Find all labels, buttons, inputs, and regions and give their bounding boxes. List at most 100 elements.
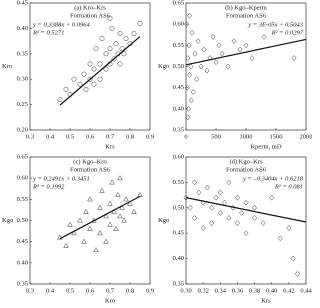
x-tick-label: 0.9 <box>146 133 154 140</box>
trend-line <box>59 36 141 106</box>
point <box>83 209 89 214</box>
point <box>123 196 129 202</box>
point <box>109 25 115 31</box>
y-axis-label: Kro <box>2 63 12 70</box>
point <box>190 89 196 95</box>
point <box>216 42 222 49</box>
point <box>127 200 133 206</box>
y-axis-label: Kgo <box>158 217 169 224</box>
y-tick-label: 0.50 <box>173 204 184 211</box>
point <box>107 200 113 206</box>
y-tick-label: 0.55 <box>173 179 184 186</box>
point <box>123 36 129 42</box>
x-tick-label: 0.30 <box>180 287 191 294</box>
point <box>185 114 191 121</box>
point <box>188 63 194 70</box>
point <box>188 97 194 104</box>
point <box>217 210 223 216</box>
point <box>109 179 115 185</box>
point <box>213 59 219 66</box>
point <box>269 194 275 201</box>
point <box>184 21 190 28</box>
x-tick-label: 0.7 <box>106 133 115 140</box>
panel-subtitle: Formation AS6 <box>70 166 111 173</box>
point <box>77 81 83 87</box>
y-tick-label: 0.40 <box>17 25 28 32</box>
point <box>219 50 225 57</box>
point <box>107 15 113 21</box>
point <box>252 204 258 211</box>
point <box>243 199 249 206</box>
point <box>198 63 204 70</box>
point <box>260 220 266 226</box>
y-tick-label: 0.60 <box>173 153 184 160</box>
point <box>185 55 191 61</box>
point <box>117 31 123 36</box>
point <box>119 204 125 210</box>
y-tick-label: 0.50 <box>17 217 28 224</box>
point <box>189 29 195 36</box>
point <box>226 179 232 186</box>
point <box>286 225 292 231</box>
x-tick-label: 0 <box>184 133 187 140</box>
trend-line <box>185 38 307 66</box>
x-tick-label: 0.42 <box>283 287 294 294</box>
point <box>91 66 97 72</box>
y-tick-label: 0.35 <box>173 280 184 287</box>
x-tick-label: 0.4 <box>46 133 55 140</box>
annotation: R² = 0.5271 <box>32 29 64 36</box>
point <box>115 192 121 198</box>
x-tick-label: 0.3 <box>26 287 34 294</box>
y-tick-label: 0.65 <box>173 0 184 6</box>
point <box>183 194 189 201</box>
annotation: y = 0.3388x + 0.0964 <box>32 21 91 28</box>
point <box>290 255 296 262</box>
panel-subtitle: Formation AS6 <box>70 12 111 19</box>
x-tick-label: 0.8 <box>126 287 134 294</box>
point <box>239 210 245 216</box>
point <box>71 76 77 82</box>
x-tick-label: 0.38 <box>249 287 260 294</box>
annotation: R² = 0.1992 <box>32 183 65 190</box>
y-axis-label: Kgo <box>158 63 169 70</box>
point <box>234 220 240 226</box>
point <box>204 67 210 74</box>
x-tick-label: 0.8 <box>126 133 134 140</box>
point <box>252 215 258 221</box>
x-axis-label: Kperm, mD <box>250 143 281 150</box>
point <box>93 247 99 253</box>
point <box>81 71 87 77</box>
x-tick-label: 0.5 <box>66 133 74 140</box>
point <box>187 204 193 211</box>
panel-title: (b) Kgo–Kperm <box>225 4 267 11</box>
point <box>57 97 63 102</box>
point <box>185 105 191 112</box>
point <box>99 36 105 42</box>
x-tick-label: 0.7 <box>106 287 115 294</box>
y-tick-label: 0.45 <box>173 84 184 91</box>
point <box>113 41 119 47</box>
point <box>231 38 237 44</box>
y-tick-label: 0.35 <box>17 50 28 57</box>
point <box>121 51 127 57</box>
point <box>103 238 109 244</box>
point <box>113 225 119 231</box>
x-tick-label: 0.6 <box>86 287 95 294</box>
x-tick-label: 1500 <box>270 133 283 140</box>
point <box>226 215 232 221</box>
panel-title: (c) Kgo–Kro <box>73 158 106 165</box>
point <box>93 46 99 52</box>
panel-title: (a) Kro–Krs <box>74 4 106 11</box>
y-tick-label: 0.60 <box>173 21 184 28</box>
point <box>237 46 243 53</box>
point <box>137 20 143 26</box>
point <box>201 46 207 53</box>
plot-frame <box>185 156 307 285</box>
y-tick-label: 0.50 <box>173 63 184 70</box>
point <box>103 51 109 57</box>
x-axis-label: Kro <box>105 297 115 304</box>
x-tick-label: 0.36 <box>232 287 244 294</box>
point <box>131 31 137 36</box>
point <box>81 238 87 244</box>
point <box>186 42 192 49</box>
